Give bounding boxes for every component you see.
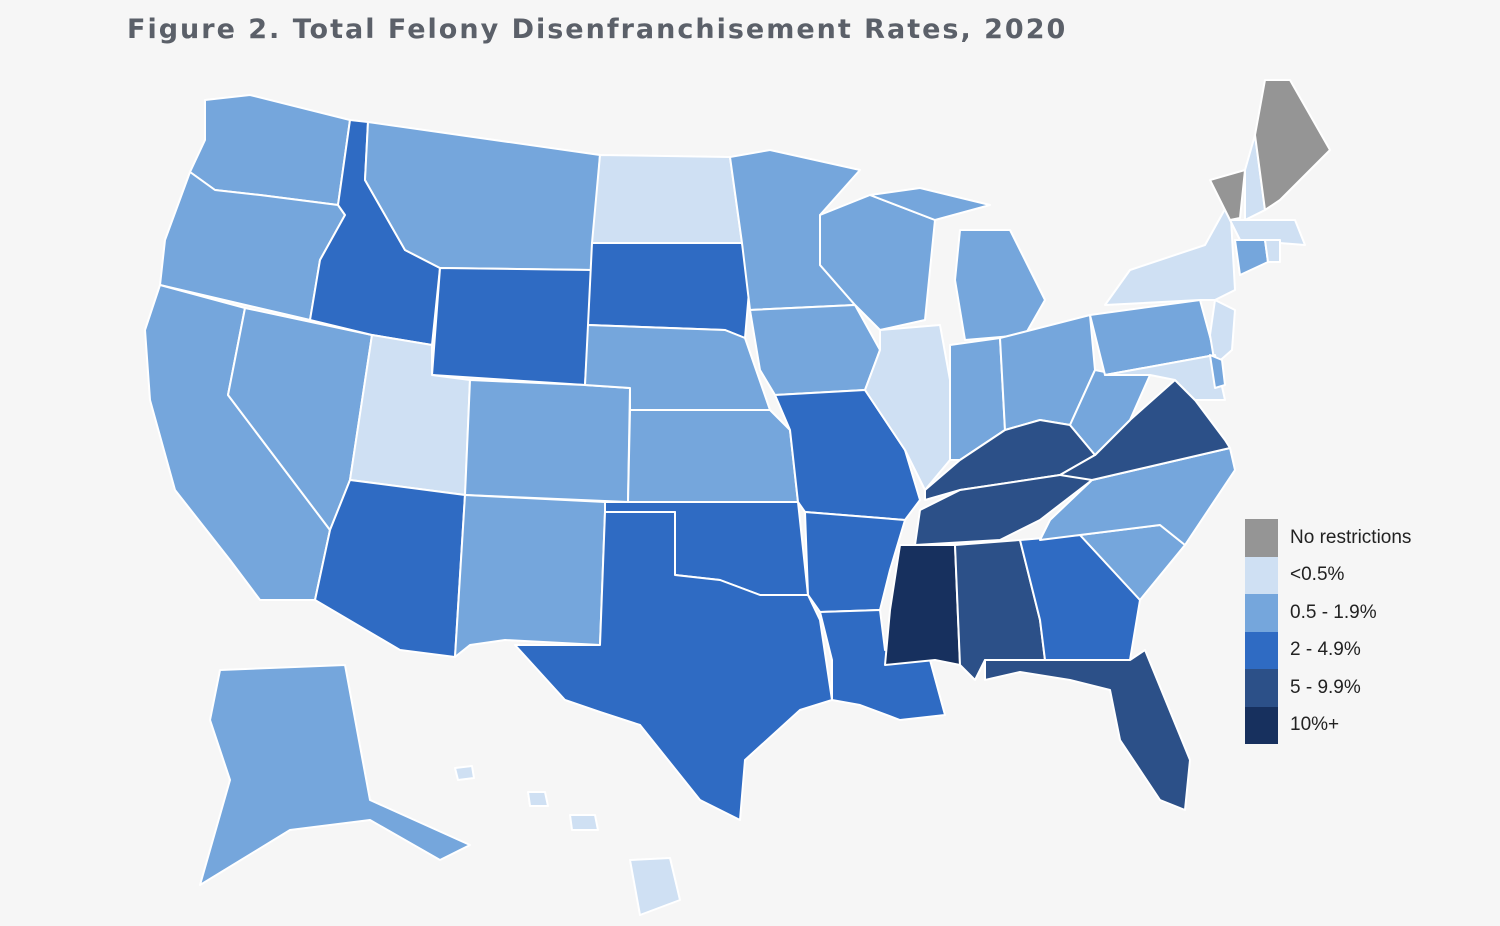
state-ct: [1234, 239, 1269, 276]
state-sd: [587, 242, 751, 339]
state-me: [1254, 79, 1331, 211]
state-wy: [431, 267, 593, 386]
state-vt: [1209, 169, 1246, 221]
state-nm: [454, 494, 606, 658]
state-tx: [514, 511, 833, 821]
legend-item: No restrictions: [1245, 519, 1411, 557]
state-hi: [569, 814, 599, 831]
legend-label: 2 - 4.9%: [1290, 639, 1361, 661]
legend: No restrictions <0.5% 0.5 - 1.9% 2 - 4.9% 5 …: [1245, 519, 1411, 744]
legend-item: 10%+: [1245, 706, 1411, 744]
legend-swatch: [1245, 519, 1278, 557]
state-la: [819, 609, 946, 721]
state-ia: [749, 304, 881, 396]
legend-swatch: [1245, 669, 1278, 707]
state-md: [1104, 354, 1226, 401]
legend-swatch: [1245, 706, 1278, 744]
state-ks: [627, 409, 799, 503]
legend-item: 2 - 4.9%: [1245, 631, 1411, 669]
state-hi: [527, 791, 549, 807]
state-mi: [954, 229, 1046, 341]
legend-label: 0.5 - 1.9%: [1290, 601, 1377, 623]
state-nd: [591, 154, 743, 244]
legend-label: 5 - 9.9%: [1290, 676, 1361, 698]
legend-swatch: [1245, 556, 1278, 594]
state-co: [464, 379, 631, 503]
state-nj: [1209, 299, 1236, 366]
legend-swatch: [1245, 594, 1278, 632]
state-ar: [804, 511, 906, 613]
legend-swatch: [1245, 631, 1278, 669]
state-hi: [629, 857, 681, 916]
state-ri: [1264, 239, 1281, 263]
state-mi: [869, 187, 991, 221]
state-hi: [454, 765, 475, 781]
state-ny: [1104, 199, 1236, 306]
state-ma: [1229, 219, 1306, 246]
legend-item: <0.5%: [1245, 556, 1411, 594]
legend-label: No restrictions: [1290, 526, 1412, 548]
state-fl: [984, 649, 1191, 811]
legend-item: 5 - 9.9%: [1245, 669, 1411, 707]
legend-label: 10%+: [1290, 714, 1340, 736]
state-de: [1209, 354, 1226, 389]
legend-label: <0.5%: [1290, 564, 1345, 586]
state-ms: [884, 544, 961, 666]
state-nc: [1039, 447, 1236, 546]
state-ak: [199, 664, 471, 886]
figure-title: Figure 2. Total Felony Disenfranchisemen…: [127, 14, 1068, 45]
legend-item: 0.5 - 1.9%: [1245, 594, 1411, 632]
